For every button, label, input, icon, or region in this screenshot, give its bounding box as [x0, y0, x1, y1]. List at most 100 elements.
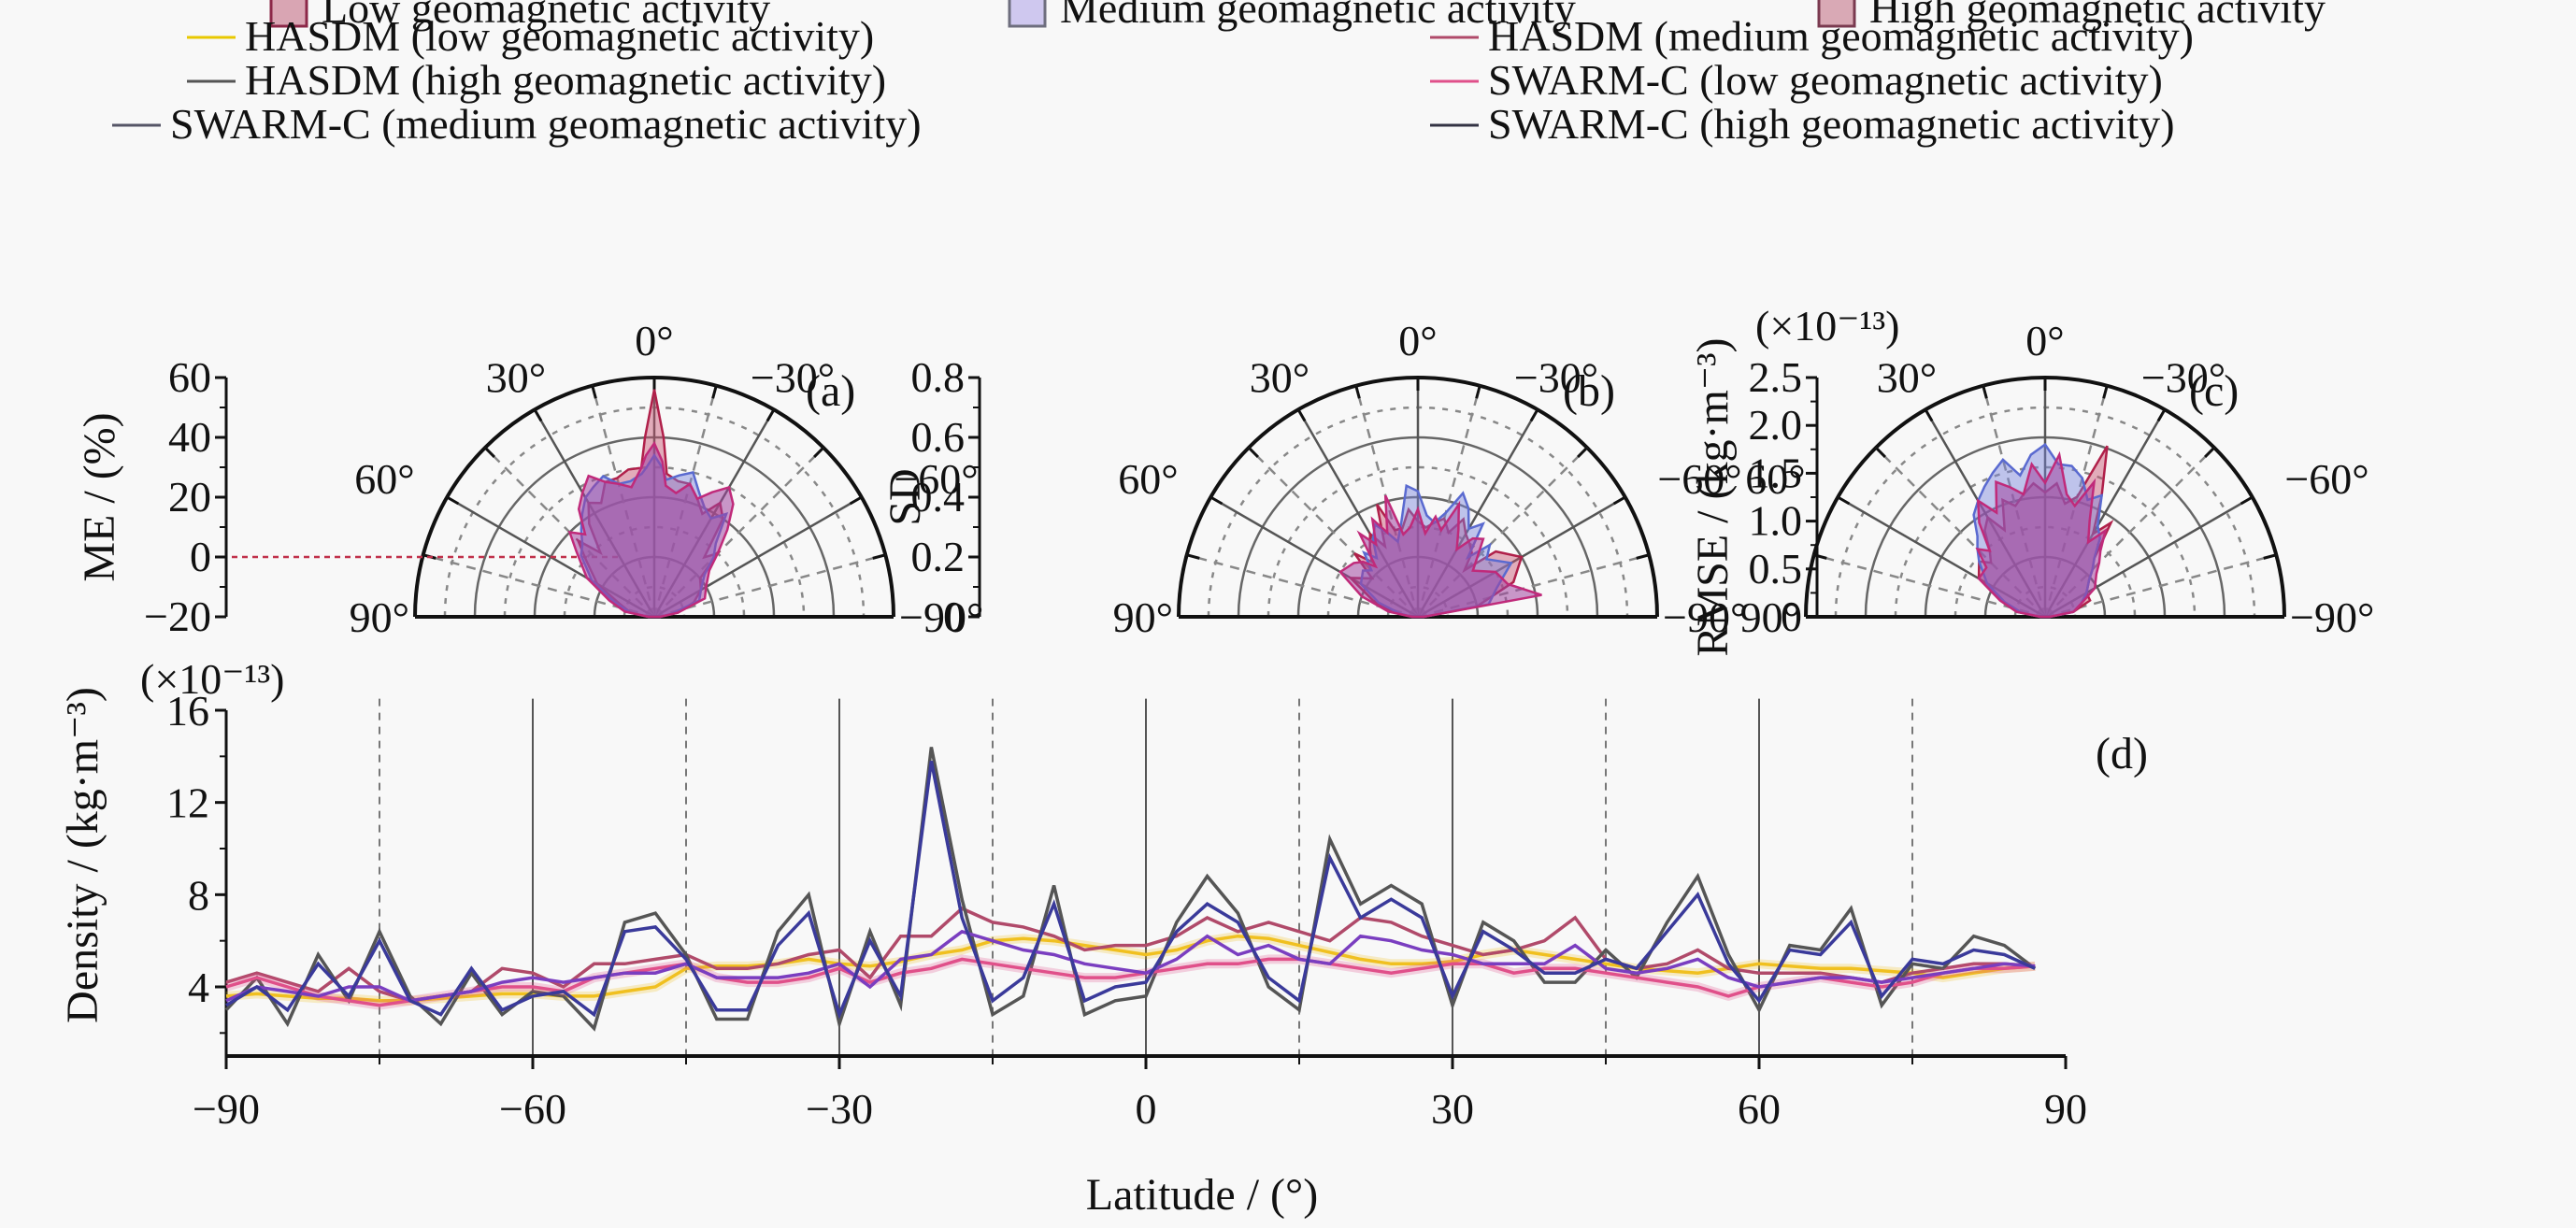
theta-tick: [1982, 385, 1988, 399]
series-line: [224, 747, 2037, 1032]
theta-tick-label: 30°: [486, 354, 546, 402]
theta-tick: [1247, 446, 1259, 458]
legend-label: HASDM (medium geomagnetic activity): [1488, 12, 2194, 60]
polar-series-area: [1338, 494, 1542, 619]
r-tick-label: 0.6: [911, 413, 966, 461]
theta-tick: [1475, 385, 1481, 399]
theta-tick: [1354, 385, 1361, 399]
x-tick-label: 90: [2044, 1085, 2087, 1133]
series-line: [225, 957, 2036, 1007]
grid-spoke: [653, 553, 886, 619]
x-tick-label: 0: [1136, 1085, 1157, 1133]
theta-tick: [2102, 385, 2109, 399]
grid-spoke: [1813, 553, 2046, 619]
theta-tick: [813, 446, 825, 458]
theta-tick-label: 90°: [1113, 593, 1173, 641]
grid-arc: [1953, 525, 2137, 618]
polar-panel-b: 0.8 0.6 0.4 0.2 0 SD 90° 60° 30° 0° −30° −60° −90° (b…: [880, 317, 1747, 641]
x-tick-label: 30: [1431, 1085, 1474, 1133]
theta-tick: [1612, 495, 1626, 506]
legend-label: Low geomagnetic activity: [322, 0, 770, 32]
legend-item: HASDM (medium geomagnetic activity): [1430, 12, 2194, 60]
legend-item: SWARM-C (high geomagnetic activity): [1430, 100, 2175, 148]
theta-tick: [2240, 495, 2254, 506]
legend-label: Medium geomagnetic activity: [1060, 0, 1576, 32]
scale-note: (×10⁻¹³): [1755, 302, 1899, 350]
line-panel-d: −90 −60 −30 0 30 60 90 4 8 12 16 Latitude / (°) Dens…: [58, 655, 2148, 1220]
y-tick-label: 4: [188, 964, 209, 1011]
theta-tick: [2263, 553, 2277, 560]
theta-tick: [2156, 408, 2167, 422]
theta-tick-label: −30°: [1514, 354, 1598, 402]
r-tick-label: 0.8: [911, 353, 966, 401]
legend-item: Medium geomagnetic activity: [1008, 0, 1576, 32]
polar-series-area: [567, 440, 735, 619]
theta-tick-label: −30°: [2141, 354, 2225, 402]
r-tick-label: 60: [168, 353, 211, 401]
grid-arc: [1894, 465, 2197, 618]
legend-item: SWARM-C (medium geomagnetic activity): [112, 100, 922, 148]
r-tick-label: 0: [190, 533, 211, 580]
r-tick-label: 2.5: [1749, 353, 1803, 401]
theta-tick-label: −90°: [1663, 593, 1747, 641]
legend-item: Low geomagnetic activity: [269, 0, 770, 32]
theta-tick: [483, 446, 495, 458]
legend-item: HASDM (high geomagnetic activity): [187, 56, 886, 104]
theta-tick: [2204, 446, 2216, 458]
polar-series-area: [1975, 450, 2108, 619]
theta-tick: [1837, 495, 1851, 506]
legend-label: High geomagnetic activity: [1869, 0, 2326, 32]
theta-tick-label: 0°: [635, 317, 673, 364]
r-tick-label: 2.0: [1749, 401, 1803, 449]
theta-tick-label: 60°: [354, 455, 414, 503]
scale-note: (×10⁻¹³): [140, 655, 284, 703]
legend-item: HASDM (low geomagnetic activity): [187, 12, 874, 60]
legend-label: SWARM-C (high geomagnetic activity): [1488, 100, 2175, 148]
x-tick-label: −90: [193, 1085, 260, 1133]
x-axis-title: Latitude / (°): [1086, 1170, 1318, 1220]
theta-tick-label: −60°: [1657, 455, 1741, 503]
theta-tick-label: −60°: [894, 455, 978, 503]
theta-tick-label: −60°: [2284, 455, 2368, 503]
legend-label: HASDM (high geomagnetic activity): [245, 56, 886, 104]
theta-tick: [1186, 553, 1200, 560]
grid-arc: [503, 465, 806, 618]
theta-tick: [1577, 446, 1589, 458]
theta-tick: [1813, 553, 1827, 560]
legend-item: SWARM-C (low geomagnetic activity): [1430, 56, 2163, 104]
y-axis-title: SD: [880, 468, 930, 525]
grid-arc: [563, 525, 746, 618]
r-tick-label: −20: [144, 593, 211, 640]
theta-tick-label: −90°: [2290, 593, 2374, 641]
r-tick-label: 40: [168, 413, 211, 461]
y-tick-label: 16: [166, 687, 209, 735]
y-tick-label: 12: [166, 779, 209, 827]
theta-tick: [1296, 408, 1307, 422]
theta-tick-label: 0°: [2025, 317, 2064, 364]
theta-tick-label: −30°: [751, 354, 835, 402]
panel-label: (c): [2189, 366, 2239, 416]
y-tick-label: 8: [188, 871, 209, 919]
panel-label: (b): [1563, 366, 1615, 416]
y-axis-title: ME / (%): [75, 412, 124, 581]
series-line: [225, 929, 2036, 1003]
theta-tick: [1924, 408, 1934, 422]
theta-tick-label: 90°: [1740, 593, 1800, 641]
x-tick-label: −30: [806, 1085, 873, 1133]
r-tick-label: 0: [1781, 593, 1802, 640]
r-tick-label: 0: [943, 593, 965, 640]
theta-tick-label: 30°: [1250, 354, 1309, 402]
theta-tick-label: 30°: [1877, 354, 1937, 402]
x-tick-label: 60: [1738, 1085, 1781, 1133]
legend-item: High geomagnetic activity: [1817, 0, 2326, 32]
theta-tick-label: 0°: [1398, 317, 1437, 364]
legend-swatch: [1817, 0, 1856, 28]
legend-swatch: [1008, 0, 1047, 28]
grid-arc: [1267, 465, 1569, 618]
r-tick-label: 0.2: [911, 533, 966, 580]
r-tick-label: 0.5: [1749, 545, 1803, 593]
y-axis-title: RMSE / (kg·m⁻³): [1688, 337, 1738, 656]
theta-tick: [591, 385, 597, 399]
